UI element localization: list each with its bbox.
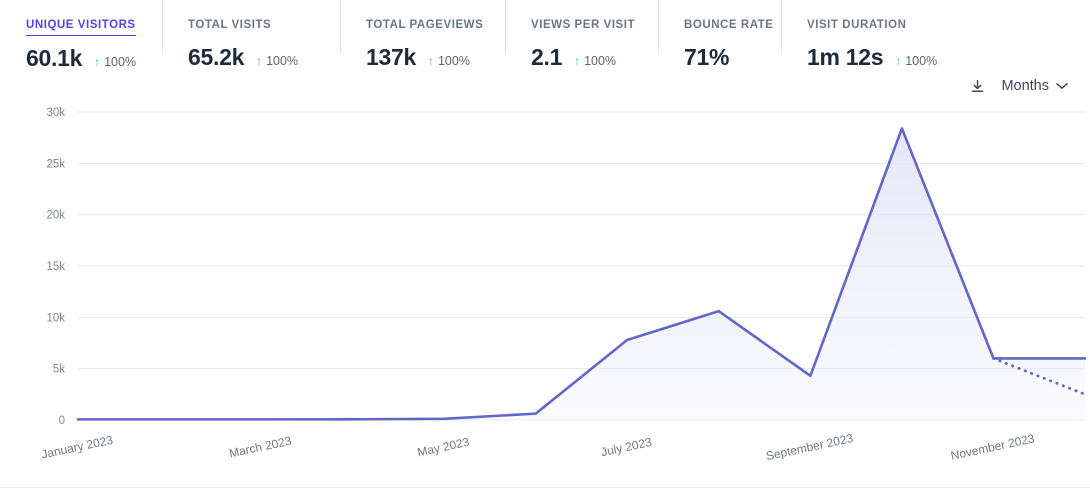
metric-label: UNIQUE VISITORS bbox=[26, 18, 136, 36]
metric-value-row: 65.2k ↑ 100% bbox=[188, 44, 340, 70]
x-axis-tick-label: November 2023 bbox=[949, 431, 1036, 463]
metric-value: 60.1k bbox=[26, 45, 83, 71]
arrow-up-icon: ↑ bbox=[895, 54, 902, 68]
arrow-up-icon: ↑ bbox=[574, 54, 581, 68]
arrow-up-icon: ↑ bbox=[427, 54, 434, 68]
y-axis-tick-label: 20k bbox=[46, 210, 65, 222]
metric-delta: ↑ 100% bbox=[574, 53, 616, 69]
metric-value-row: 60.1k ↑ 100% bbox=[26, 45, 162, 71]
metric-value: 65.2k bbox=[188, 44, 245, 70]
chart-line-series bbox=[76, 127, 1087, 421]
metric-value-row: 2.1 ↑ 100% bbox=[531, 44, 658, 70]
arrow-up-icon: ↑ bbox=[256, 54, 263, 68]
metric-unique-visitors[interactable]: UNIQUE VISITORS 60.1k ↑ 100% bbox=[0, 0, 162, 82]
x-axis-tick-label: September 2023 bbox=[765, 431, 855, 463]
metric-delta-value: 100% bbox=[905, 54, 938, 68]
metric-value-row: 137k ↑ 100% bbox=[366, 44, 505, 70]
metric-delta-value: 100% bbox=[584, 54, 617, 68]
y-axis-tick-label: 0 bbox=[59, 415, 65, 427]
metric-value: 1m 12s bbox=[807, 44, 884, 70]
metric-delta: ↑ 100% bbox=[94, 54, 136, 70]
y-axis-tick-label: 15k bbox=[46, 261, 65, 273]
chart-toolbar: Months bbox=[967, 74, 1068, 98]
y-axis-tick-label: 25k bbox=[46, 158, 65, 170]
metric-delta: ↑ 100% bbox=[895, 53, 937, 69]
chart-x-axis: January 2023 March 2023 May 2023 July 2023 S… bbox=[40, 431, 1036, 463]
x-axis-tick-label: July 2023 bbox=[600, 435, 653, 459]
metric-delta: ↑ 100% bbox=[428, 53, 470, 69]
metric-total-visits[interactable]: TOTAL VISITS 65.2k ↑ 100% bbox=[162, 0, 340, 82]
metric-label: TOTAL PAGEVIEWS bbox=[366, 19, 484, 31]
metric-label: TOTAL VISITS bbox=[188, 19, 272, 31]
x-axis-tick-label: January 2023 bbox=[40, 433, 114, 462]
metric-value: 137k bbox=[366, 44, 416, 70]
chart-area-fill bbox=[78, 128, 1085, 420]
metric-value: 2.1 bbox=[531, 44, 563, 70]
arrow-up-icon: ↑ bbox=[94, 55, 101, 69]
x-axis-tick-label: May 2023 bbox=[416, 435, 471, 460]
chart-y-axis: 0 5k 10k 15k 20k 25k 30k bbox=[46, 107, 65, 427]
metric-total-pageviews[interactable]: TOTAL PAGEVIEWS 137k ↑ 100% bbox=[340, 0, 505, 82]
metric-delta-value: 100% bbox=[266, 54, 299, 68]
y-axis-tick-label: 5k bbox=[53, 364, 65, 376]
chart-projection-series bbox=[992, 357, 1087, 396]
chevron-down-icon bbox=[1056, 78, 1068, 94]
metric-label: BOUNCE RATE bbox=[684, 19, 774, 31]
visitors-chart[interactable]: 0 5k 10k 15k 20k 25k 30k January 2023 March 202… bbox=[0, 96, 1090, 488]
metric-value-row: 1m 12s ↑ 100% bbox=[807, 44, 981, 70]
metric-value: 71% bbox=[684, 44, 730, 70]
metric-delta-value: 100% bbox=[437, 54, 470, 68]
chart-svg: 0 5k 10k 15k 20k 25k 30k January 2023 March 202… bbox=[40, 107, 1087, 463]
metric-value-row: 71% bbox=[684, 44, 781, 70]
download-icon[interactable] bbox=[967, 76, 987, 96]
metric-bounce-rate[interactable]: BOUNCE RATE 71% bbox=[658, 0, 781, 82]
metrics-bar: UNIQUE VISITORS 60.1k ↑ 100% TOTAL VISIT… bbox=[0, 0, 1090, 82]
y-axis-tick-label: 10k bbox=[46, 312, 65, 324]
metric-delta-value: 100% bbox=[104, 55, 137, 69]
metric-views-per-visit[interactable]: VIEWS PER VISIT 2.1 ↑ 100% bbox=[505, 0, 658, 82]
metric-visit-duration[interactable]: VISIT DURATION 1m 12s ↑ 100% bbox=[781, 0, 981, 82]
metric-label: VISIT DURATION bbox=[807, 19, 907, 31]
chart-gridlines bbox=[78, 111, 1085, 421]
interval-dropdown[interactable]: Months bbox=[1001, 78, 1068, 94]
x-axis-tick-label: March 2023 bbox=[228, 434, 293, 461]
y-axis-tick-label: 30k bbox=[46, 107, 65, 119]
metric-label: VIEWS PER VISIT bbox=[531, 19, 636, 31]
interval-label: Months bbox=[1001, 78, 1049, 94]
metric-delta: ↑ 100% bbox=[256, 53, 298, 69]
